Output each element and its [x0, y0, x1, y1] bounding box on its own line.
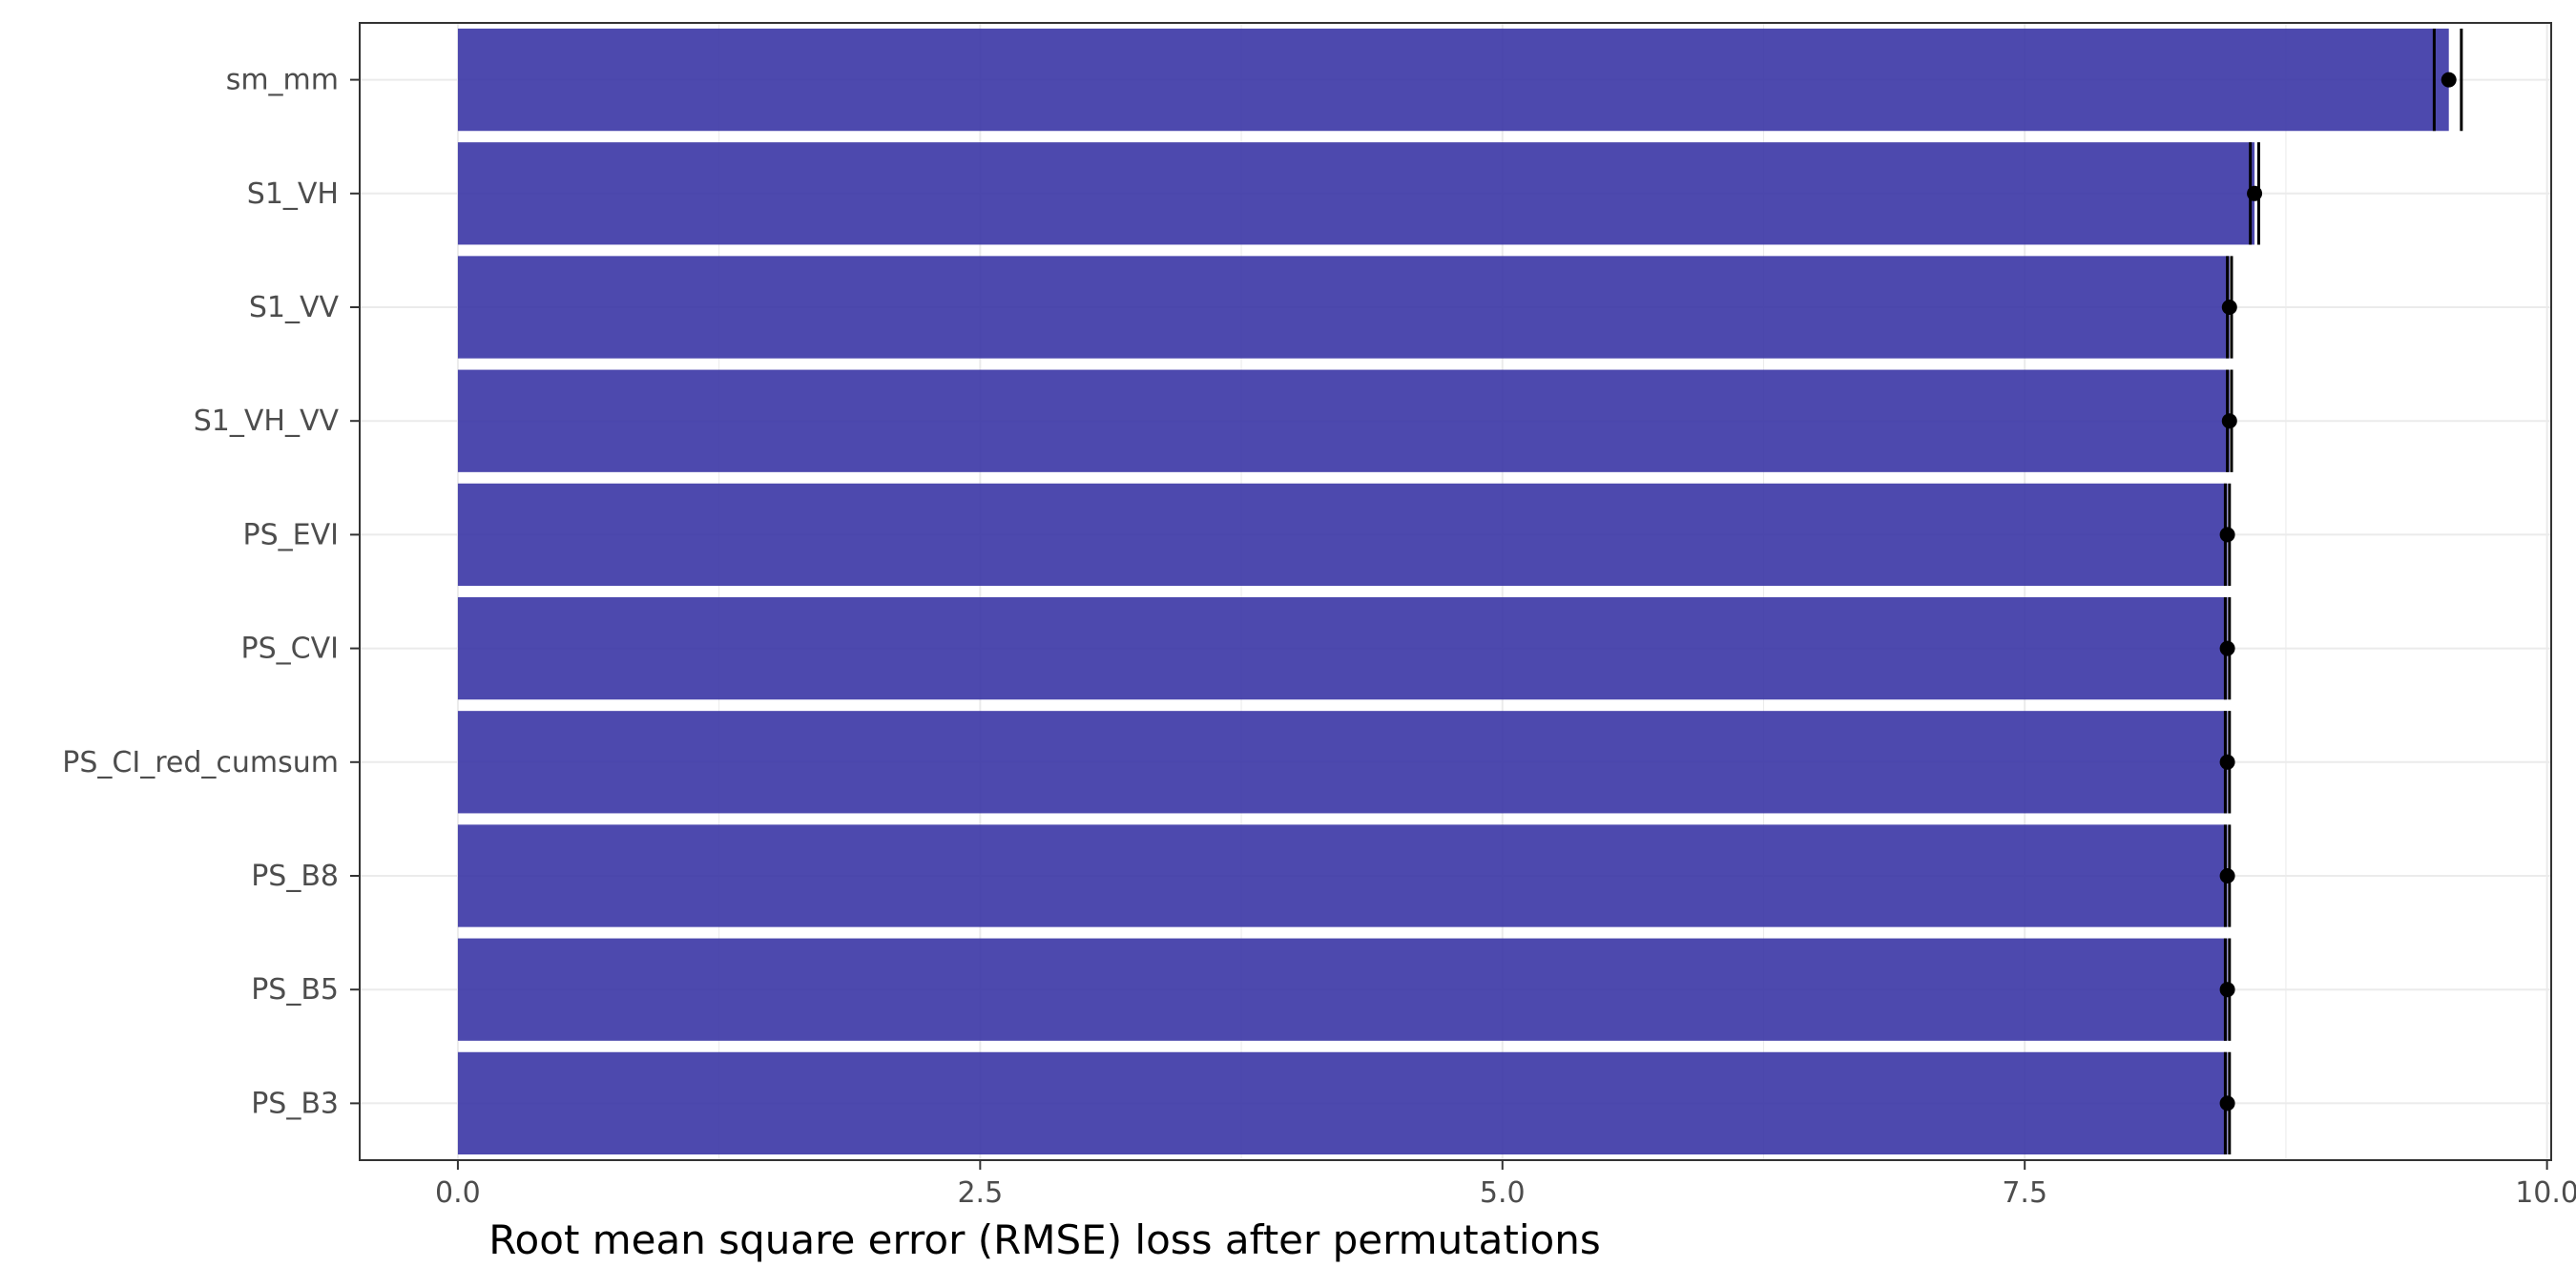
- bar-PS_B8: [457, 824, 2228, 927]
- mean-point-S1_VH: [2247, 185, 2263, 201]
- y-tick-label: PS_EVI: [243, 518, 339, 551]
- x-axis-title: Root mean square error (RMSE) loss after…: [488, 1216, 1600, 1263]
- mean-point-PS_B3: [2219, 1095, 2235, 1111]
- bar-PS_CI_red_cumsum: [457, 711, 2228, 814]
- x-axis: 0.0 2.5 5.0 7.5 10.0: [435, 1160, 2576, 1210]
- x-tick-label: 5.0: [1480, 1176, 1526, 1210]
- bars: [457, 28, 2449, 1155]
- y-tick-label: PS_CVI: [241, 633, 339, 666]
- bar-PS_B3: [457, 1051, 2228, 1155]
- y-tick-label: S1_VH: [247, 177, 339, 211]
- bar-S1_VH: [457, 142, 2255, 245]
- mean-point-S1_VV: [2221, 300, 2237, 315]
- panel-border: [359, 22, 2552, 1161]
- y-tick-label: PS_CI_red_cumsum: [62, 746, 339, 779]
- mean-point-PS_B5: [2219, 982, 2235, 998]
- y-axis: sm_mm S1_VH S1_VV S1_VH_VV PS_EVI PS_CVI PS_CI…: [62, 64, 360, 1120]
- bar-S1_VH_VV: [457, 369, 2230, 472]
- x-tick-label: 2.5: [957, 1176, 1003, 1210]
- y-tick-label: PS_B8: [251, 860, 339, 893]
- bar-PS_EVI: [457, 483, 2228, 587]
- x-tick-label: 7.5: [2002, 1176, 2047, 1210]
- mean-point-PS_CI_red_cumsum: [2219, 754, 2235, 770]
- bar-PS_B5: [457, 938, 2228, 1041]
- error-markers: [2219, 28, 2463, 1155]
- bar-S1_VV: [457, 256, 2230, 359]
- mean-point-sm_mm: [2441, 72, 2457, 88]
- y-tick-label: PS_B5: [251, 973, 339, 1007]
- mean-point-PS_CVI: [2219, 640, 2235, 656]
- y-tick-label: sm_mm: [226, 64, 339, 97]
- y-tick-label: PS_B3: [251, 1087, 339, 1120]
- mean-point-S1_VH_VV: [2221, 413, 2237, 429]
- y-tick-label: S1_VV: [249, 291, 340, 324]
- bar-PS_CVI: [457, 596, 2228, 700]
- x-tick-label: 0.0: [435, 1176, 481, 1210]
- x-tick-label: 10.0: [2515, 1176, 2576, 1210]
- mean-point-PS_B8: [2219, 868, 2235, 883]
- bar-sm_mm: [457, 28, 2449, 132]
- mean-point-PS_EVI: [2219, 527, 2235, 543]
- y-tick-label: S1_VH_VV: [194, 405, 340, 438]
